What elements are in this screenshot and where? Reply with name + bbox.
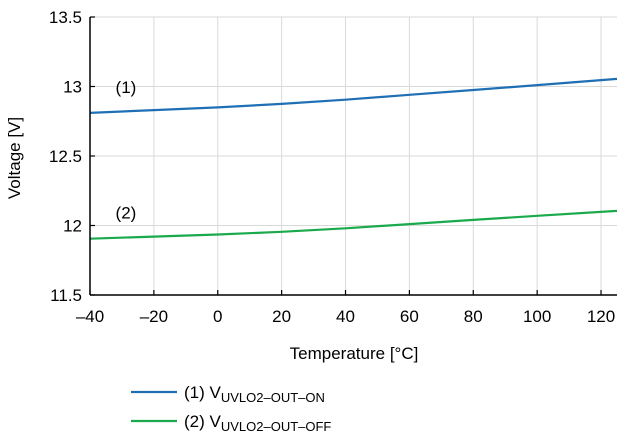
- x-tick-label: 40: [336, 307, 355, 326]
- series-lines: [89, 77, 618, 240]
- tick-labels: 11.5 12 12.5 13 13.5 –40 –20 0 20 40 60 80 100 120: [49, 8, 615, 326]
- x-tick-label: 100: [523, 307, 551, 326]
- y-tick-label: 11.5: [50, 286, 82, 305]
- x-tick-label: 120: [587, 307, 615, 326]
- y-axis-title: Voltage [V]: [5, 117, 24, 199]
- curve-label-2: (2): [116, 204, 137, 223]
- x-tick-label: 0: [213, 307, 222, 326]
- series-line-2: [89, 209, 618, 240]
- x-tick-label: 60: [400, 307, 419, 326]
- x-tick-label: –20: [140, 307, 168, 326]
- axes: [89, 16, 617, 296]
- legend-label-1: (1) VUVLO2–OUT–ON: [184, 383, 325, 405]
- legend: (1) VUVLO2–OUT–ON (2) VUVLO2–OUT–OFF: [131, 383, 331, 434]
- curve-labels: (1) (2): [116, 78, 137, 223]
- y-tick-label: 13.5: [49, 8, 82, 27]
- x-tick-label: 20: [272, 307, 291, 326]
- x-axis-title: Temperature [°C]: [290, 344, 419, 363]
- x-tick-label: 80: [464, 307, 483, 326]
- y-tick-label: 13: [63, 78, 82, 97]
- series-line-1: [89, 77, 618, 114]
- x-tick-label: –40: [76, 307, 104, 326]
- legend-label-2: (2) VUVLO2–OUT–OFF: [184, 412, 331, 434]
- y-tick-label: 12: [63, 217, 82, 236]
- grid: [90, 16, 617, 295]
- curve-label-1: (1): [116, 78, 137, 97]
- y-tick-label: 12.5: [49, 147, 82, 166]
